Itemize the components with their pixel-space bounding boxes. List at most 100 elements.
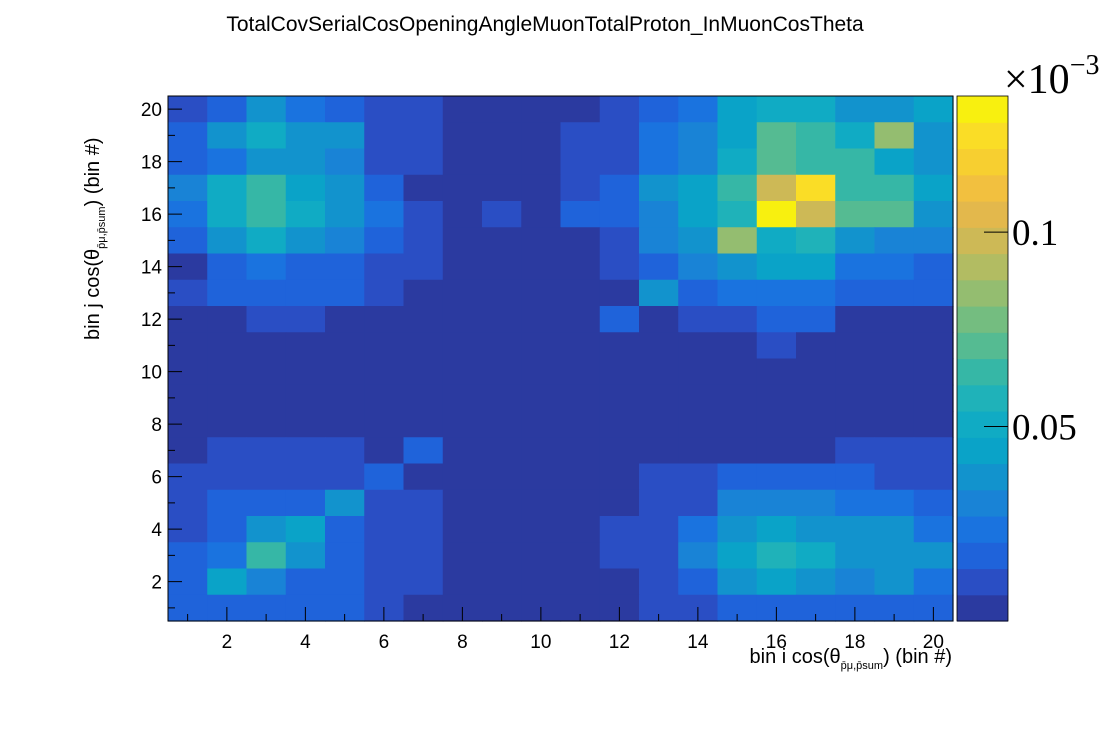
heatmap-cell <box>403 489 444 517</box>
heatmap-cell <box>835 122 876 150</box>
heatmap-cell <box>442 384 483 412</box>
heatmap-cell <box>403 148 444 176</box>
heatmap-cell <box>796 122 836 150</box>
heatmap-cell <box>482 332 522 360</box>
heatmap-cell <box>364 174 405 202</box>
heatmap-cell <box>678 411 719 438</box>
heatmap-cell <box>874 332 915 360</box>
heatmap-cell <box>560 384 601 412</box>
heatmap-cell <box>717 516 758 543</box>
heatmap-cell <box>246 516 287 543</box>
heatmap-cell <box>678 253 719 281</box>
heatmap-cell <box>403 227 444 255</box>
heatmap-cell <box>913 411 954 438</box>
heatmap-cell <box>207 437 248 465</box>
heatmap-cell <box>442 148 483 176</box>
y-tick-label: 8 <box>151 415 162 436</box>
heatmap-cell <box>874 227 915 255</box>
heatmap-cell <box>246 96 287 123</box>
heatmap-cell <box>835 542 876 570</box>
heatmap-cell <box>913 332 954 360</box>
heatmap-cell <box>796 437 836 465</box>
heatmap-cell <box>325 384 365 412</box>
heatmap-cell <box>756 568 797 596</box>
heatmap-cell <box>599 542 640 570</box>
heatmap-cell <box>207 411 248 438</box>
heatmap-cell <box>521 201 562 228</box>
heatmap-cell <box>796 201 836 228</box>
heatmap-cell <box>913 122 954 150</box>
heatmap-cell <box>325 568 365 596</box>
heatmap-cell <box>913 148 954 176</box>
y-tick-label: 12 <box>141 310 162 331</box>
heatmap-cell <box>482 279 522 307</box>
heatmap-cell <box>246 253 287 281</box>
heatmap-cell <box>717 332 758 360</box>
heatmap-cell <box>599 227 640 255</box>
colorbar-tick-label: 0.1 <box>1012 213 1058 254</box>
heatmap-cell <box>325 516 365 543</box>
heatmap-cell <box>678 542 719 570</box>
heatmap-cell <box>246 568 287 596</box>
heatmap-cell <box>285 174 326 202</box>
heatmap-cell <box>599 332 640 360</box>
heatmap-cell <box>913 306 954 333</box>
heatmap-cell <box>285 489 326 517</box>
heatmap-cell <box>521 358 562 386</box>
heatmap-cell <box>560 463 601 491</box>
heatmap-cell <box>403 411 444 438</box>
heatmap-cell <box>913 201 954 228</box>
heatmap-cell <box>442 253 483 281</box>
heatmap-cell <box>521 96 562 123</box>
heatmap-cell <box>482 437 522 465</box>
heatmap-cell <box>717 384 758 412</box>
heatmap-cell <box>599 358 640 386</box>
colorbar-segment <box>957 148 1008 176</box>
heatmap-cell <box>717 279 758 307</box>
heatmap-cell <box>717 227 758 255</box>
heatmap-cell <box>599 489 640 517</box>
heatmap-cell <box>207 227 248 255</box>
colorbar-segment <box>957 332 1008 360</box>
heatmap-cell <box>521 542 562 570</box>
heatmap-cell <box>442 437 483 465</box>
heatmap-cell <box>285 96 326 123</box>
heatmap-cell <box>246 384 287 412</box>
heatmap-cell <box>285 516 326 543</box>
y-tick-label: 4 <box>151 520 162 541</box>
heatmap-cell <box>364 227 405 255</box>
heatmap-cell <box>442 411 483 438</box>
heatmap-cell <box>207 148 248 176</box>
heatmap-cell <box>717 568 758 596</box>
heatmap-cell <box>599 201 640 228</box>
heatmap-cell <box>285 201 326 228</box>
heatmap-cell <box>835 306 876 333</box>
heatmap-cell <box>678 227 719 255</box>
colorbar-segment <box>957 411 1008 438</box>
heatmap-cell <box>756 463 797 491</box>
heatmap-cell <box>835 516 876 543</box>
heatmap-cell <box>325 411 365 438</box>
heatmap-cell <box>717 306 758 333</box>
heatmap-cell <box>874 411 915 438</box>
heatmap-cell <box>913 358 954 386</box>
heatmap-cell <box>325 542 365 570</box>
heatmap-cell <box>599 384 640 412</box>
colorbar-segment <box>957 384 1008 412</box>
x-tick-label: 18 <box>844 632 865 653</box>
heatmap-cell <box>599 306 640 333</box>
heatmap-cell <box>403 516 444 543</box>
heatmap-cell <box>442 542 483 570</box>
y-tick-label: 14 <box>141 258 163 279</box>
heatmap-cell <box>678 489 719 517</box>
heatmap-cell <box>796 358 836 386</box>
heatmap-cell <box>560 174 601 202</box>
heatmap-cell <box>756 201 797 228</box>
colorbar-segment <box>957 96 1008 123</box>
heatmap-cell <box>913 542 954 570</box>
colorbar-segment <box>957 489 1008 517</box>
heatmap-cell <box>207 253 248 281</box>
y-tick-label: 20 <box>141 100 162 121</box>
heatmap-cell <box>442 96 483 123</box>
heatmap-cell <box>639 174 679 202</box>
